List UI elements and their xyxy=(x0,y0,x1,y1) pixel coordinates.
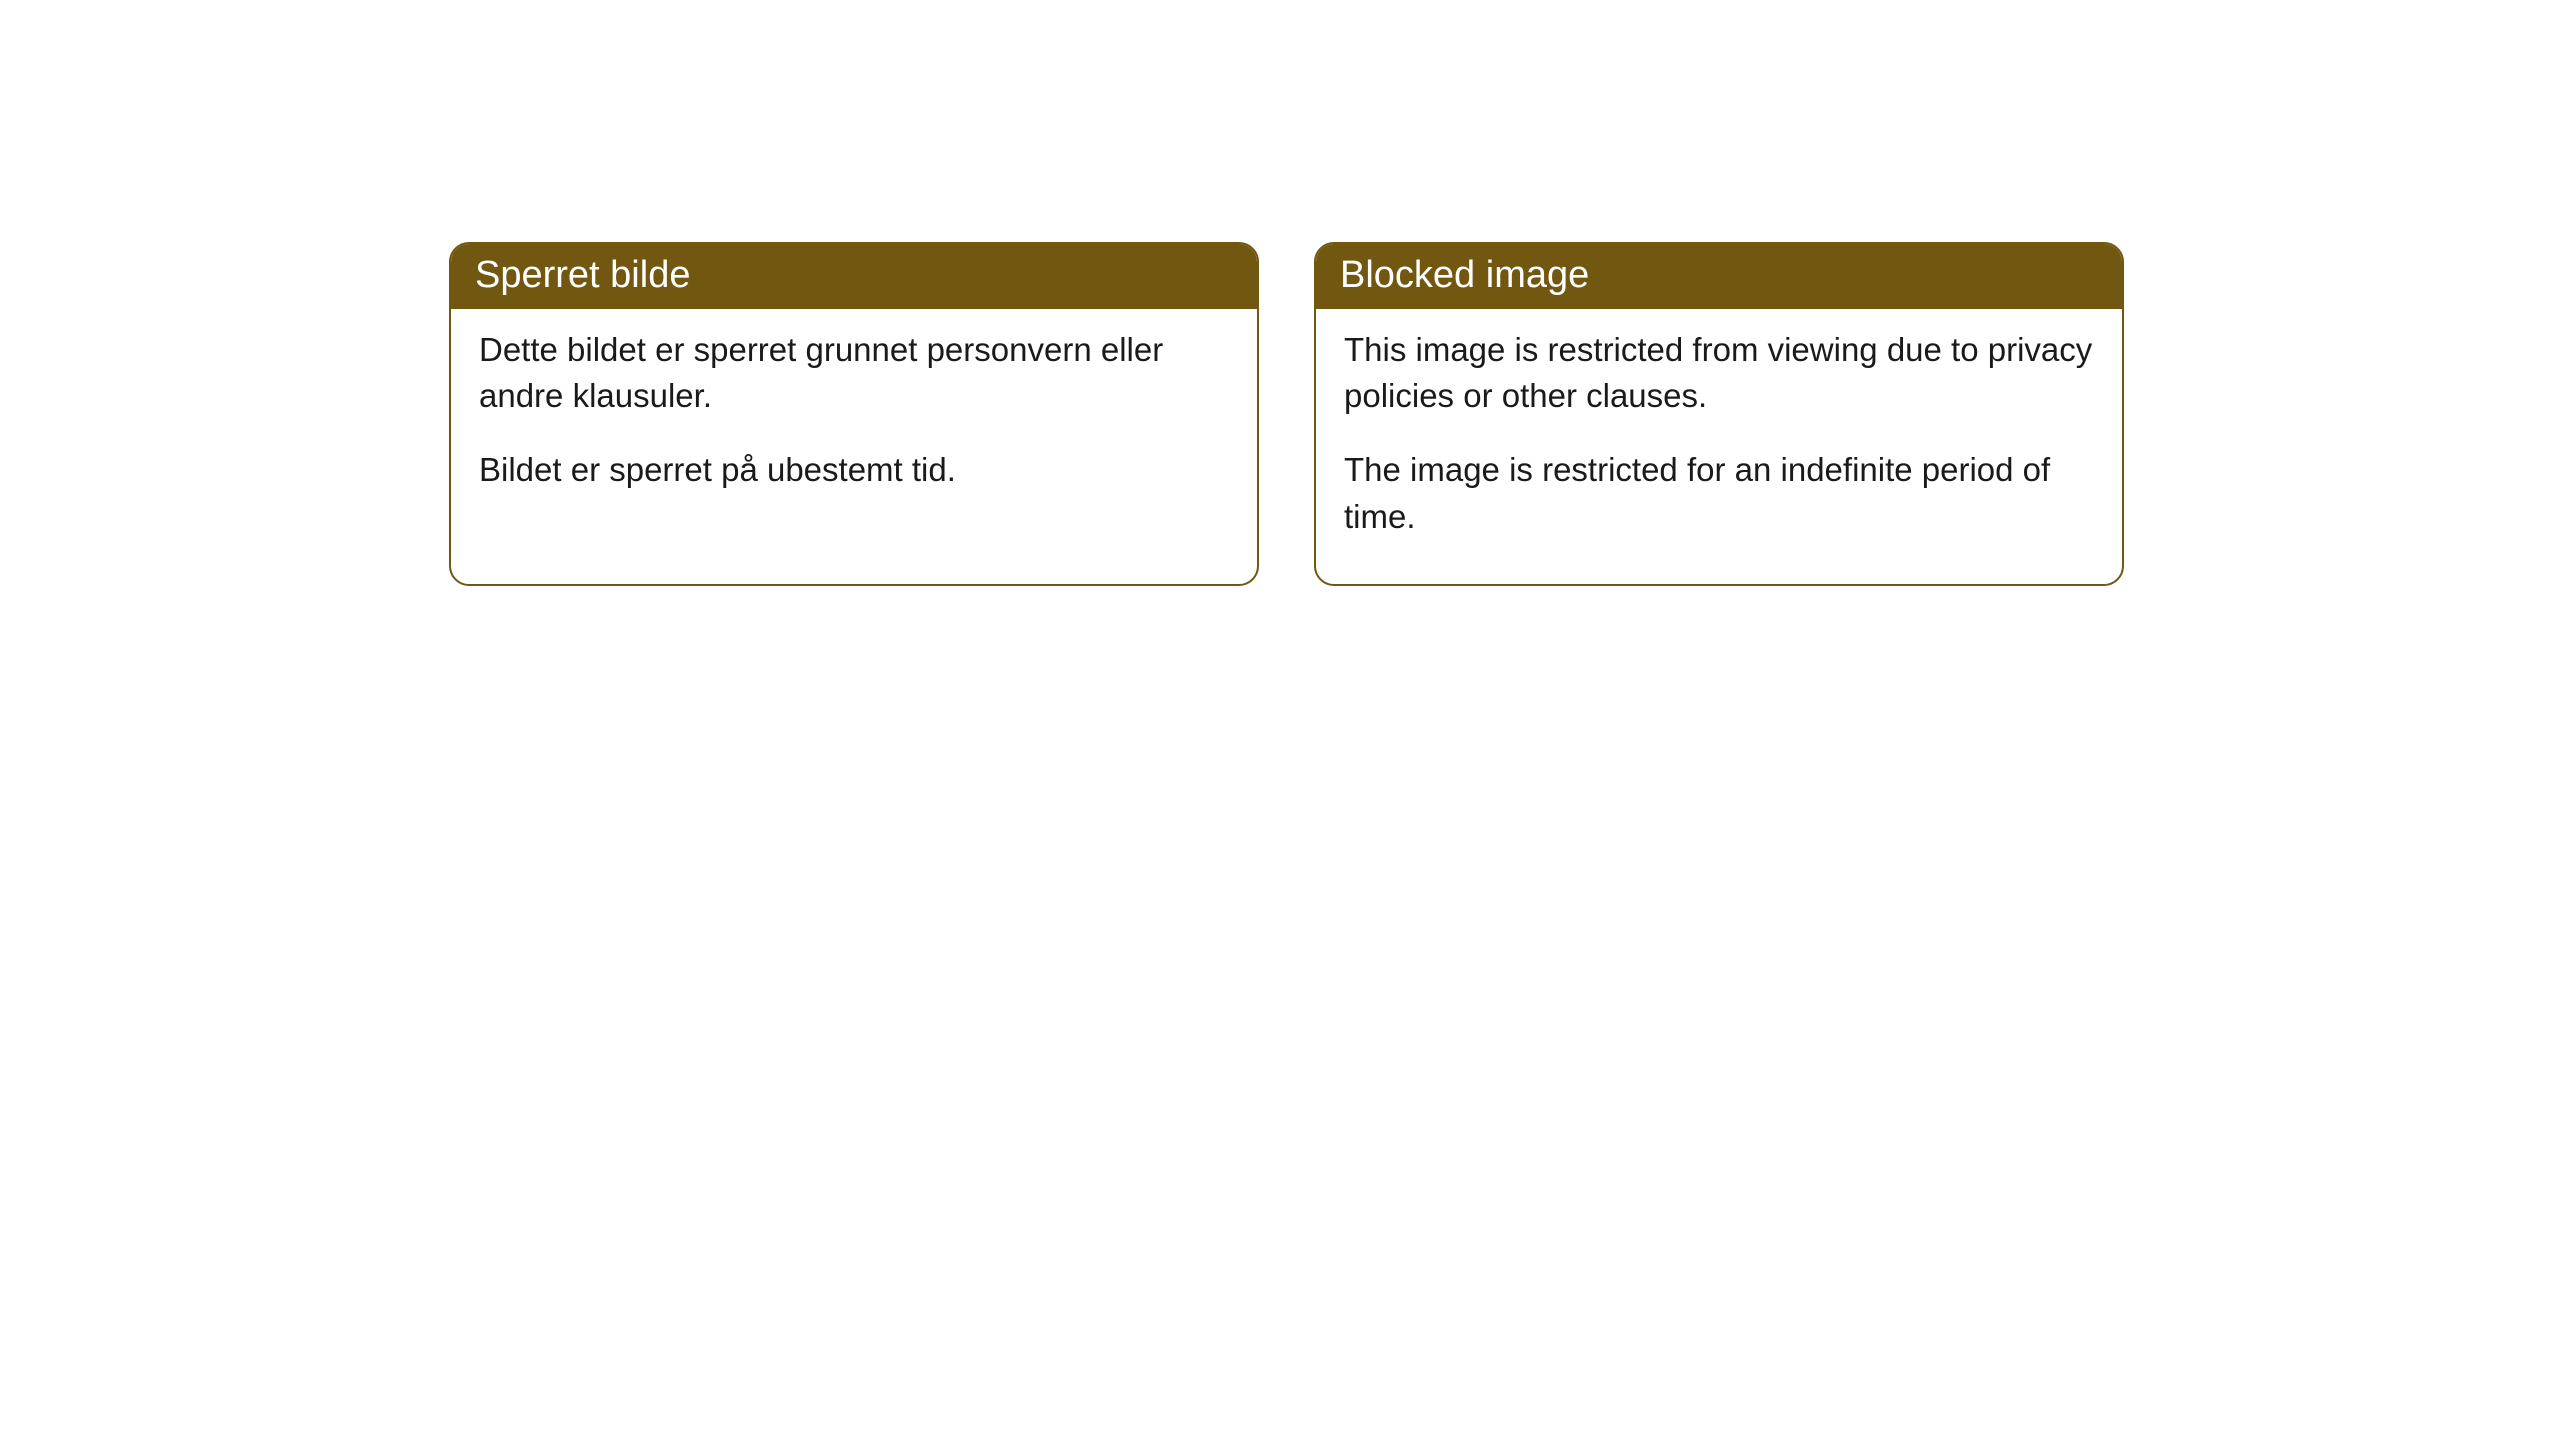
card-body: Dette bildet er sperret grunnet personve… xyxy=(451,309,1257,538)
card-paragraph: This image is restricted from viewing du… xyxy=(1344,327,2094,419)
card-header: Blocked image xyxy=(1316,244,2122,309)
card-title: Sperret bilde xyxy=(475,254,690,296)
card-paragraph: Bildet er sperret på ubestemt tid. xyxy=(479,447,1229,493)
notice-card-english: Blocked image This image is restricted f… xyxy=(1314,242,2124,586)
card-paragraph: Dette bildet er sperret grunnet personve… xyxy=(479,327,1229,419)
notice-container: Sperret bilde Dette bildet er sperret gr… xyxy=(0,0,2560,586)
notice-card-norwegian: Sperret bilde Dette bildet er sperret gr… xyxy=(449,242,1259,586)
card-paragraph: The image is restricted for an indefinit… xyxy=(1344,447,2094,539)
card-body: This image is restricted from viewing du… xyxy=(1316,309,2122,584)
card-title: Blocked image xyxy=(1340,254,1589,296)
card-header: Sperret bilde xyxy=(451,244,1257,309)
